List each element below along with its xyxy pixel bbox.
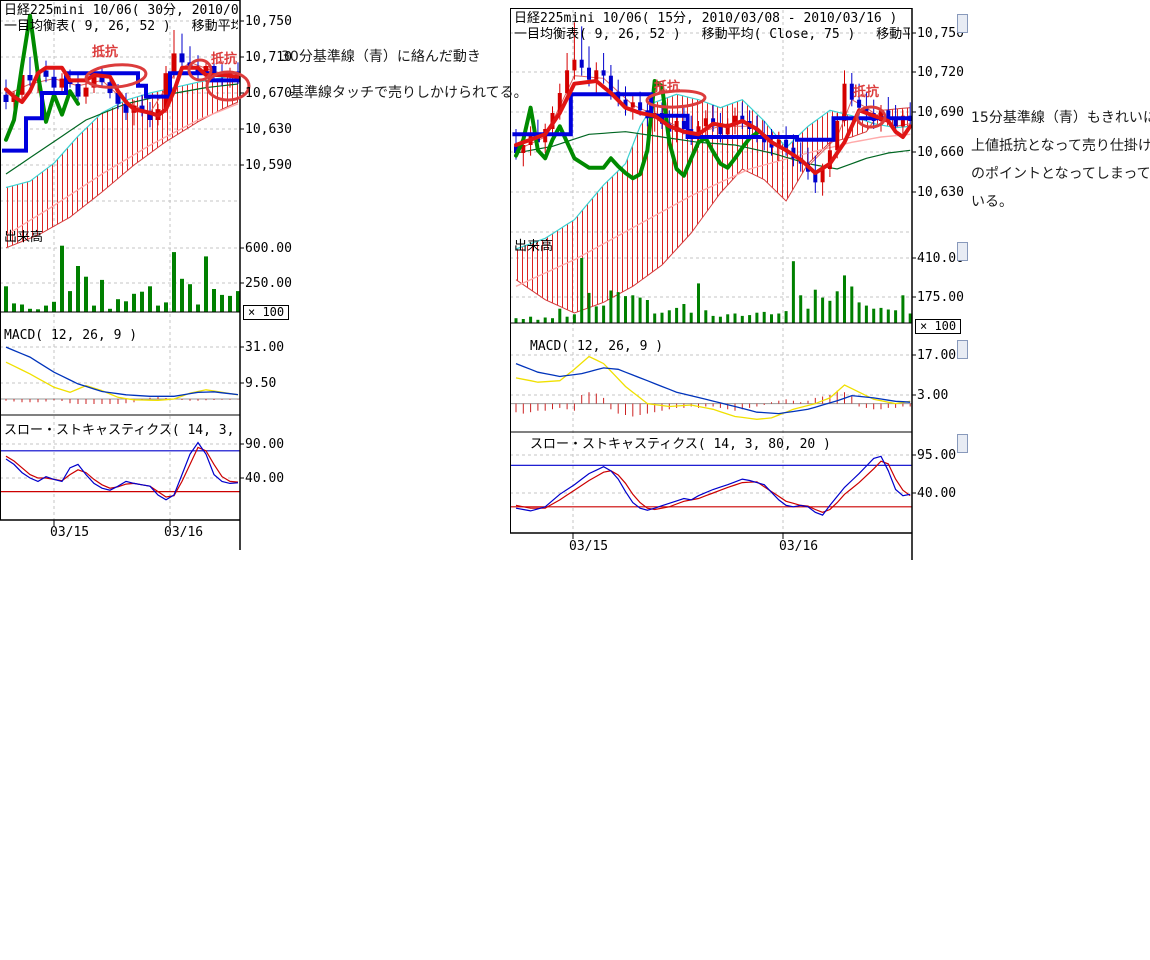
resistance-annotation-label: 抵抗 — [853, 85, 880, 100]
indicator-settings-label: 一目均衡表( 9, 26, 52 ) 移動平均( Clo — [4, 19, 238, 34]
y-axis-tick-label: 10,630 — [245, 122, 292, 137]
panel-scroll-button[interactable] — [957, 242, 968, 261]
comment-15min-line: のポイントとなってしまって — [971, 166, 1150, 182]
resistance-annotation-label: 抵抗 — [654, 80, 681, 95]
stoch-tick-label: 40.00 — [245, 471, 285, 486]
volume-panel-label: 出来高 — [4, 230, 44, 245]
macd-tick-label: 3.00 — [917, 388, 949, 403]
chart-title: 日経225mini 10/06( 30分, 2010/03/08 - 2 — [4, 3, 238, 18]
comment-15min-line: 15分基準線（青）もきれいに — [971, 110, 1150, 126]
chart-canvas-15min — [510, 8, 916, 560]
resistance-annotation-label: 抵抗 — [211, 52, 238, 67]
panel-scroll-button[interactable] — [957, 434, 968, 453]
y-axis-tick-label: 10,630 — [917, 185, 964, 200]
y-axis-tick-label: 10,720 — [917, 65, 964, 80]
y-axis-tick-label: 10,690 — [917, 105, 964, 120]
resistance-annotation-label: 抵抗 — [92, 45, 119, 60]
comment-30min-line2: 基準線タッチで売りしかけられてる。 — [290, 85, 528, 101]
panel-scroll-button[interactable] — [957, 340, 968, 359]
chart-title: 日経225mini 10/06( 15分, 2010/03/08 - 2010/… — [514, 11, 898, 26]
volume-multiplier-badge: × 100 — [915, 319, 962, 334]
macd-tick-label: 31.00 — [245, 340, 285, 355]
stoch-tick-label: 95.00 — [917, 448, 957, 463]
comment-15min-line: 上値抵抗となって売り仕掛け — [971, 138, 1150, 154]
macd-tick-label: 17.00 — [917, 348, 957, 363]
chart-canvas-30min — [0, 0, 251, 550]
macd-tick-label: 9.50 — [245, 376, 277, 391]
stoch-tick-label: 90.00 — [245, 437, 285, 452]
volume-tick-label: 250.00 — [245, 276, 292, 291]
comment-15min-line: いる。 — [971, 194, 1013, 210]
x-axis-date-label: 03/15 — [50, 525, 90, 540]
volume-multiplier-badge: × 100 — [243, 305, 290, 320]
x-axis-date-label: 03/16 — [164, 525, 204, 540]
volume-tick-label: 600.00 — [245, 241, 292, 256]
macd-panel-label: MACD( 12, 26, 9 ) — [4, 328, 138, 343]
volume-tick-label: 175.00 — [917, 290, 964, 305]
comment-30min-line1: 30分基準線（青）に絡んだ動き — [281, 49, 481, 65]
y-axis-tick-label: 10,660 — [917, 145, 964, 160]
y-axis-tick-label: 10,750 — [245, 14, 292, 29]
comment-15min: 15分基準線（青）もきれいに 上値抵抗となって売り仕掛け のポイントとなってしま… — [971, 104, 1150, 216]
chart-window-30min: 日経225mini 10/06( 30分, 2010/03/08 - 2 一目均… — [0, 0, 300, 560]
stoch-tick-label: 40.00 — [917, 486, 957, 501]
indicator-settings-label: 一目均衡表( 9, 26, 52 ) 移動平均( Close, 75 ) 移動平… — [514, 27, 910, 42]
volume-tick-label: 410.00 — [917, 251, 964, 266]
macd-panel-label: MACD( 12, 26, 9 ) — [530, 339, 664, 354]
x-axis-date-label: 03/16 — [779, 539, 819, 554]
y-axis-tick-label: 10,750 — [917, 26, 964, 41]
panel-scroll-button[interactable] — [957, 14, 968, 33]
chart-window-15min: 日経225mini 10/06( 15分, 2010/03/08 - 2010/… — [510, 8, 970, 568]
y-axis-tick-label: 10,670 — [245, 86, 292, 101]
volume-panel-label: 出来高 — [514, 239, 554, 254]
y-axis-tick-label: 10,590 — [245, 158, 292, 173]
y-axis-tick-label: 10,710 — [245, 50, 292, 65]
x-axis-date-label: 03/15 — [569, 539, 609, 554]
stochastics-panel-label: スロー・ストキャスティクス( 14, 3, 80, 20 ) — [530, 437, 831, 452]
stochastics-panel-label: スロー・ストキャスティクス( 14, 3, 80, 20 ) — [4, 423, 238, 438]
